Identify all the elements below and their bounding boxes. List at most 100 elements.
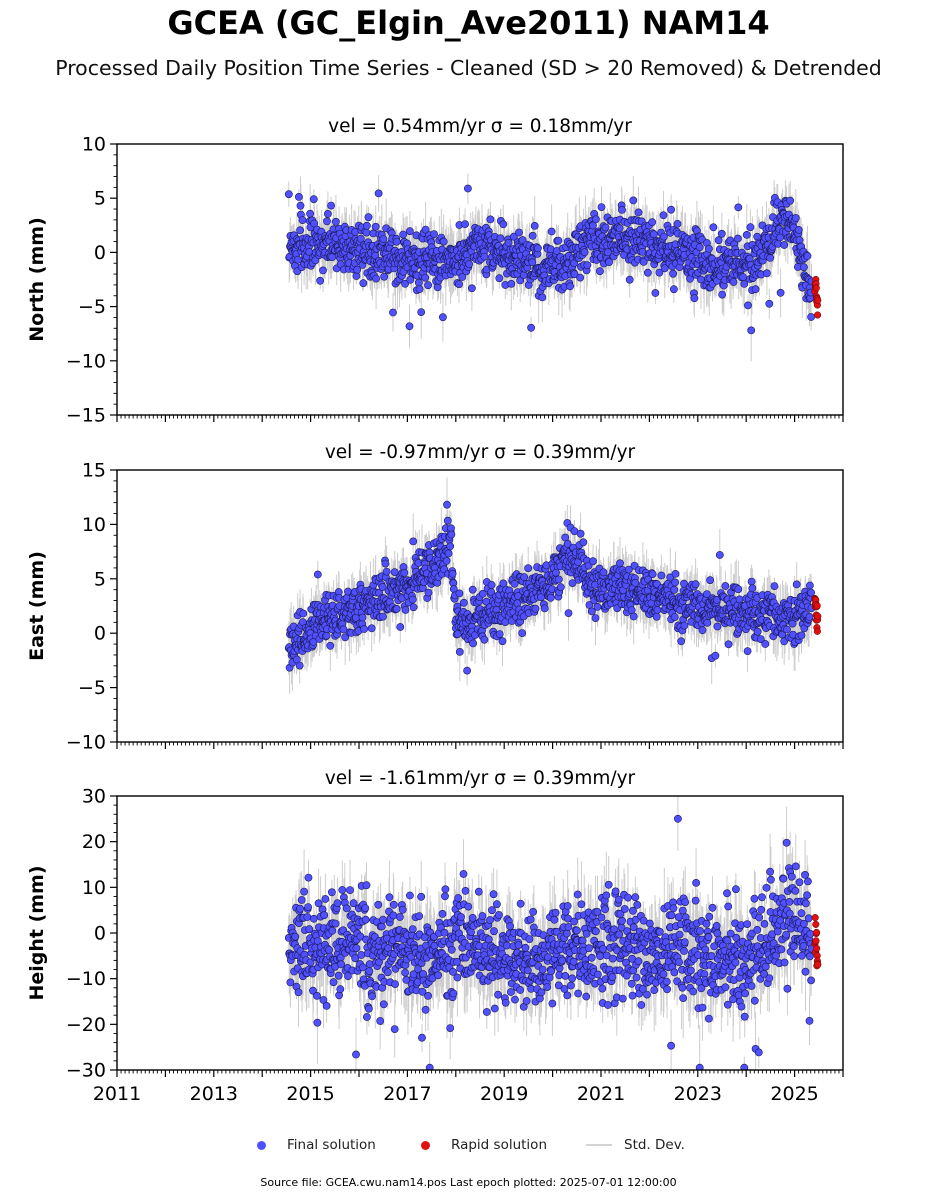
final-point: [806, 581, 814, 590]
final-point: [608, 954, 617, 963]
x-tick-label: 2017: [383, 1083, 431, 1105]
final-point: [516, 986, 525, 994]
final-point: [547, 967, 556, 976]
final-point: [671, 570, 680, 578]
final-point: [331, 919, 340, 928]
panel-north: −15 −10 −5 0 5 10 vel = 0.54mm/yr σ = 0.18mm/y…: [26, 116, 844, 427]
final-point: [392, 605, 401, 613]
final-point: [618, 994, 627, 1003]
final-point: [554, 236, 563, 245]
final-point: [660, 232, 668, 241]
rapid-point: [811, 914, 819, 922]
final-point: [417, 308, 426, 316]
final-point: [631, 893, 640, 902]
final-point: [743, 920, 752, 928]
final-point: [740, 1012, 749, 1021]
rapid-point: [812, 928, 821, 936]
final-point: [506, 988, 515, 996]
final-point: [624, 893, 632, 902]
final-point: [703, 619, 712, 627]
final-point: [568, 579, 577, 587]
final-point: [750, 894, 759, 903]
final-point: [667, 911, 676, 920]
final-point: [352, 1050, 360, 1059]
final-point: [538, 965, 547, 974]
panel-title: vel = -0.97mm/yr σ = 0.39mm/yr: [325, 442, 636, 463]
final-point: [648, 570, 657, 578]
final-point: [806, 952, 814, 961]
final-point: [495, 274, 504, 283]
rapid-point: [814, 612, 822, 620]
final-point: [414, 278, 423, 287]
final-point: [455, 589, 464, 598]
final-point: [391, 980, 399, 988]
final-point: [482, 1008, 491, 1016]
final-point: [791, 862, 800, 871]
final-point: [372, 274, 380, 283]
final-point: [637, 1001, 646, 1009]
final-point: [379, 235, 388, 243]
final-point: [680, 621, 689, 630]
final-point: [304, 903, 312, 911]
final-point: [805, 1017, 814, 1025]
final-point: [708, 903, 717, 912]
legend: Final solution Rapid solution Std. Dev.: [0, 1137, 937, 1159]
final-point: [518, 629, 527, 637]
final-point: [696, 927, 704, 935]
final-point: [298, 216, 307, 224]
final-point: [681, 898, 690, 906]
final-point: [309, 195, 318, 204]
y-axis-label: Height (mm): [26, 865, 48, 1000]
panel-data-east: [284, 477, 822, 694]
final-point: [306, 958, 315, 967]
final-point: [463, 666, 471, 675]
final-point: [652, 612, 661, 621]
final-point: [604, 1001, 612, 1009]
final-point: [297, 896, 306, 904]
final-point: [705, 1014, 713, 1023]
final-point: [573, 926, 581, 935]
final-point: [629, 196, 638, 205]
final-point: [714, 236, 723, 245]
final-point: [741, 989, 749, 998]
final-point: [753, 926, 762, 934]
final-point: [628, 991, 637, 1000]
final-point: [639, 257, 648, 266]
y-tick-label: −30: [66, 1060, 106, 1082]
final-point: [670, 285, 678, 294]
x-tick-label: 2023: [674, 1083, 722, 1105]
final-point: [747, 326, 756, 335]
final-point: [356, 234, 365, 243]
final-point: [773, 927, 782, 936]
final-point: [625, 275, 634, 284]
final-point: [582, 992, 591, 1001]
y-tick-label: 20: [82, 831, 106, 853]
final-point: [692, 879, 700, 887]
panel-data-height: [284, 796, 822, 1070]
final-point: [380, 272, 389, 281]
final-point: [385, 893, 394, 902]
final-point: [328, 926, 337, 935]
final-point: [540, 604, 549, 613]
final-point: [574, 989, 582, 998]
final-point: [486, 215, 495, 224]
final-point: [737, 1002, 746, 1011]
final-point: [627, 979, 636, 988]
x-tick-label: 2013: [190, 1083, 238, 1105]
final-point: [484, 935, 493, 944]
final-point: [446, 1024, 455, 1032]
final-point: [296, 201, 305, 210]
final-point: [405, 322, 414, 331]
final-point: [675, 930, 684, 939]
final-point: [538, 293, 547, 302]
final-point: [320, 911, 329, 920]
final-point: [530, 221, 539, 230]
final-point: [441, 885, 450, 894]
final-point: [742, 230, 751, 239]
final-point: [677, 637, 686, 646]
final-point: [713, 622, 722, 631]
figure-title: GCEA (GC_Elgin_Ave2011) NAM14: [167, 4, 770, 42]
x-tick-label: 2015: [286, 1083, 334, 1105]
final-point: [566, 282, 574, 291]
final-point: [711, 651, 720, 660]
